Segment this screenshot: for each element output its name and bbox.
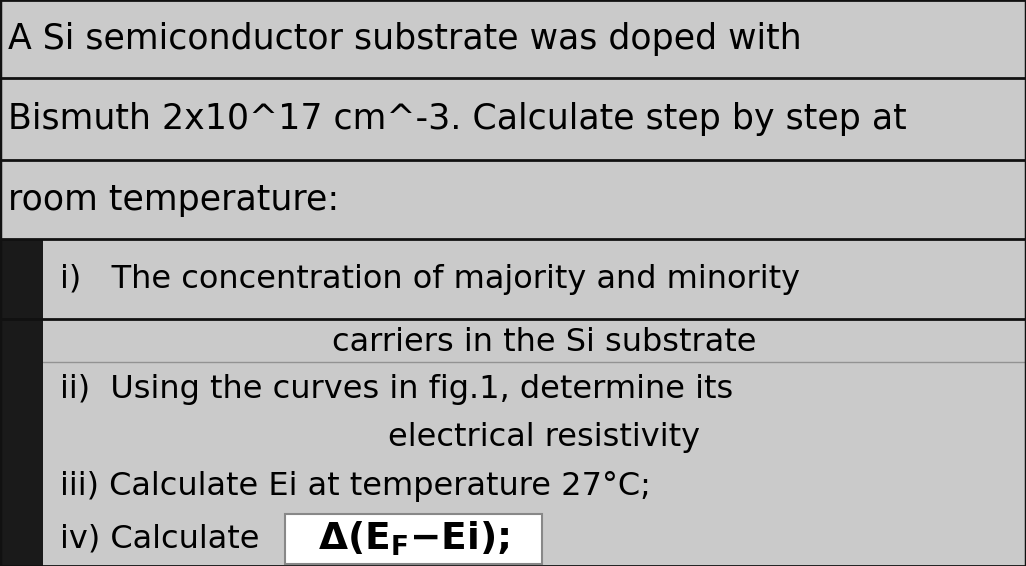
FancyBboxPatch shape	[285, 514, 542, 564]
Text: i)   The concentration of majority and minority: i) The concentration of majority and min…	[60, 264, 799, 295]
Text: room temperature:: room temperature:	[8, 182, 340, 217]
Bar	[0, 239, 43, 566]
Text: iii) Calculate Ei at temperature 27°C;: iii) Calculate Ei at temperature 27°C;	[60, 471, 650, 502]
Text: electrical resistivity: electrical resistivity	[388, 422, 700, 453]
Text: $\mathbf{\Delta(E_F}$$\mathbf{- E}$$\mathit{\mathbf{i}}$$\mathbf{);}$: $\mathbf{\Delta(E_F}$$\mathbf{- E}$$\mat…	[318, 520, 509, 558]
Text: Bismuth 2x10^17 cm^-3. Calculate step by step at: Bismuth 2x10^17 cm^-3. Calculate step by…	[8, 102, 907, 136]
Text: iv) Calculate: iv) Calculate	[60, 524, 269, 555]
Text: A Si semiconductor substrate was doped with: A Si semiconductor substrate was doped w…	[8, 22, 802, 56]
Text: ii)  Using the curves in fig.1, determine its: ii) Using the curves in fig.1, determine…	[60, 374, 733, 405]
Text: carriers in the Si substrate: carriers in the Si substrate	[331, 327, 756, 358]
